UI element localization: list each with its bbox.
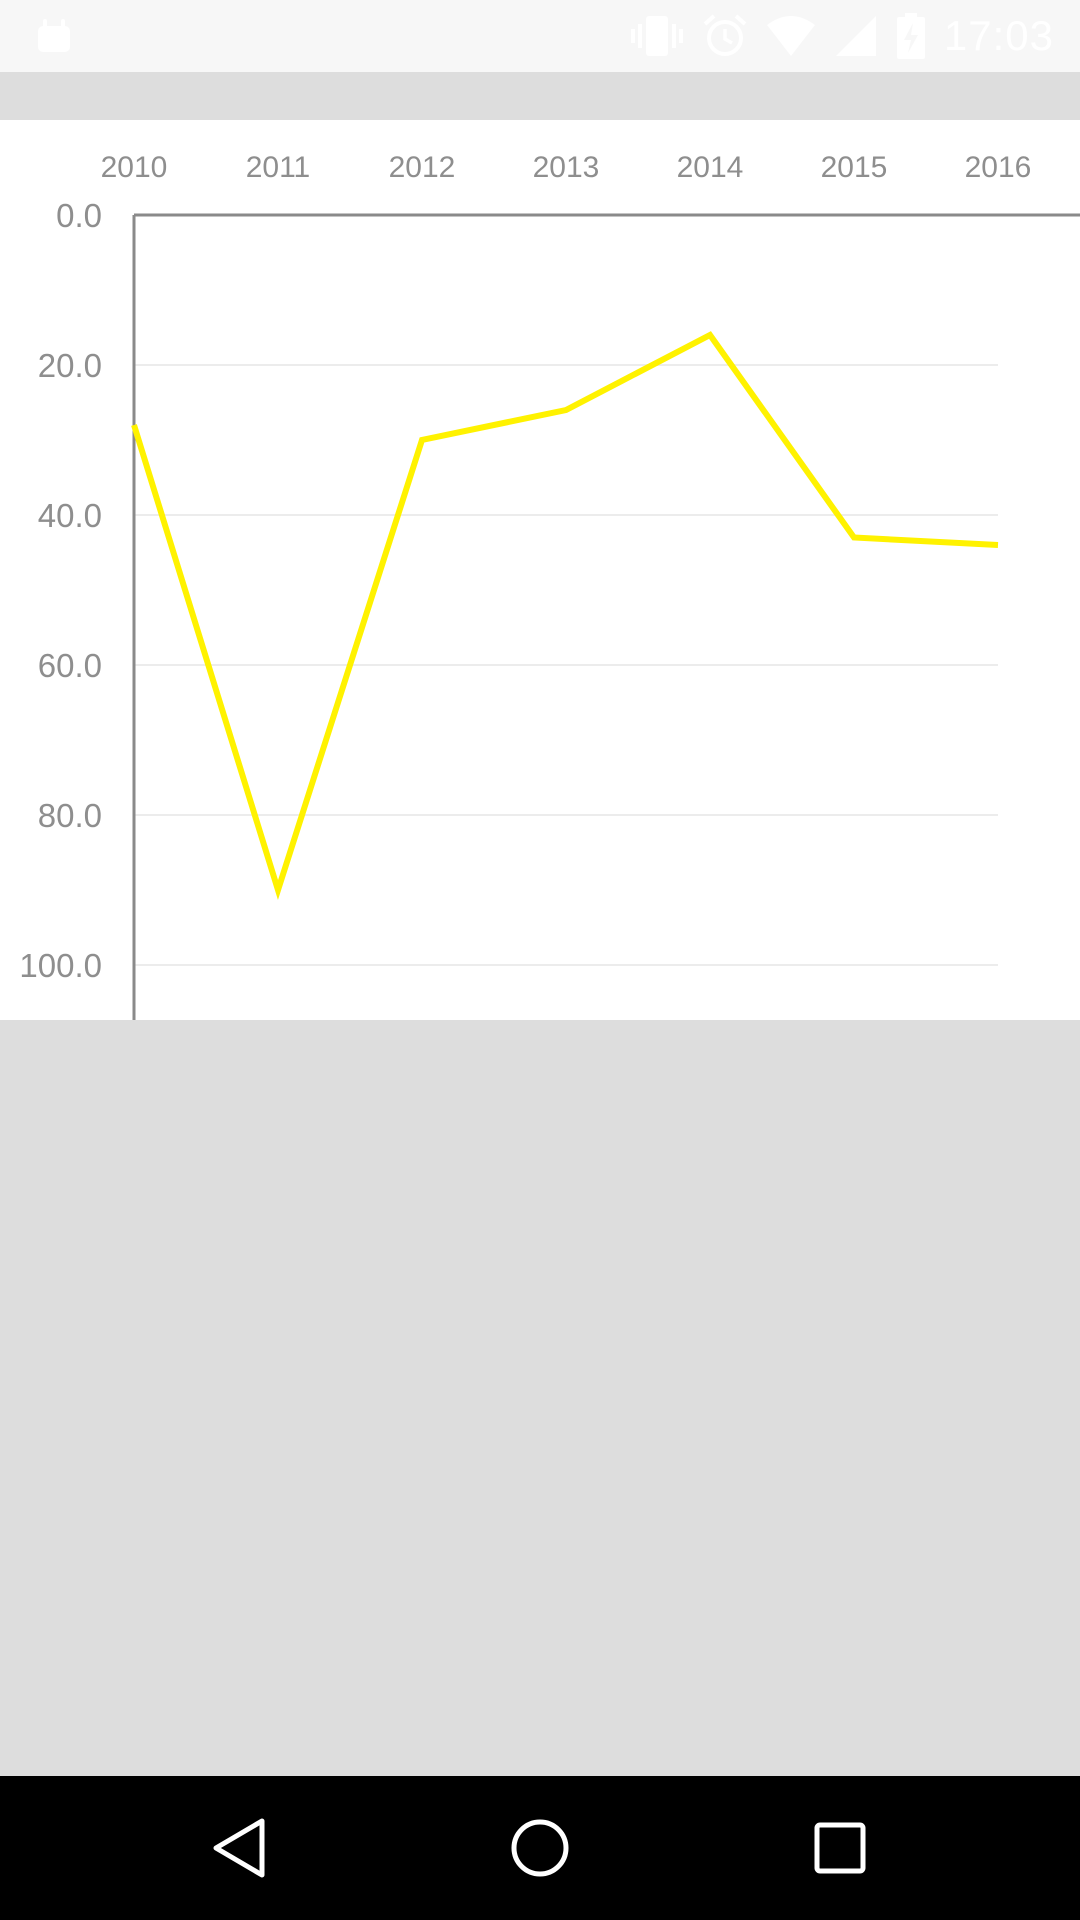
home-icon xyxy=(511,1819,569,1877)
recents-button[interactable] xyxy=(760,1776,920,1920)
vibrate-icon xyxy=(630,16,683,56)
status-time: 17:03 xyxy=(943,12,1054,59)
series-line xyxy=(131,331,999,900)
y-tick-label: 80.0 xyxy=(38,797,102,834)
x-tick-label: 2010 xyxy=(101,151,168,184)
y-tick-label: 60.0 xyxy=(38,647,102,684)
line-chart: 0.0 20.0 40.0 60.0 80.0 100.0 2010 2011 2012 2013… xyxy=(19,151,1080,1020)
android-notification-icon xyxy=(38,19,70,52)
back-button[interactable] xyxy=(160,1776,320,1920)
chart-panel: 0.0 20.0 40.0 60.0 80.0 100.0 2010 2011 2012 2013… xyxy=(0,120,1080,1020)
y-tick-label: 0.0 xyxy=(56,197,102,234)
back-icon xyxy=(213,1818,265,1878)
x-tick-label: 2014 xyxy=(677,151,744,184)
x-tick-label: 2011 xyxy=(246,151,311,184)
cell-signal-icon xyxy=(835,16,876,56)
x-tick-label: 2015 xyxy=(821,151,888,184)
wifi-icon xyxy=(766,16,815,56)
x-tick-label: 2012 xyxy=(389,151,456,184)
x-tick-label: 2013 xyxy=(533,151,600,184)
battery-charging-icon xyxy=(896,13,925,59)
y-tick-label: 40.0 xyxy=(38,497,102,534)
x-tick-label: 2016 xyxy=(965,151,1032,184)
app-header-strip xyxy=(0,72,1080,120)
y-tick-label: 20.0 xyxy=(38,347,102,384)
home-button[interactable] xyxy=(460,1776,620,1920)
status-bar: 17:03 xyxy=(0,0,1080,72)
navigation-bar xyxy=(0,1776,1080,1920)
y-tick-label: 100.0 xyxy=(19,947,102,984)
alarm-icon xyxy=(703,14,747,56)
recents-icon xyxy=(814,1822,866,1874)
